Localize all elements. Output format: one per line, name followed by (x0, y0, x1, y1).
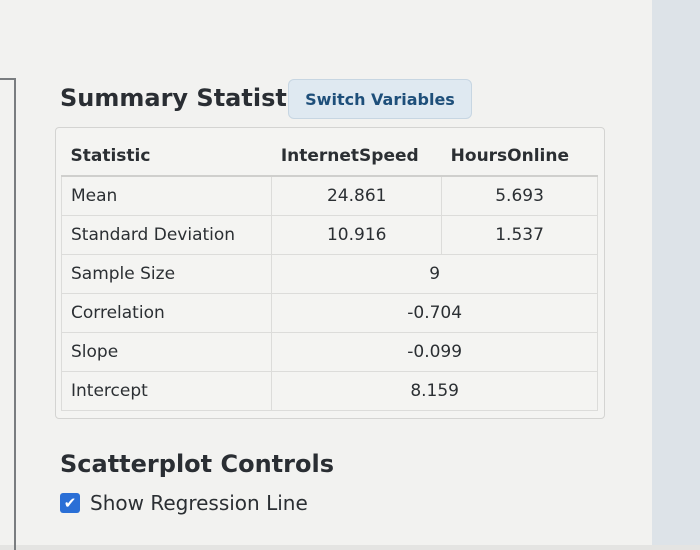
row-label: Sample Size (60, 253, 273, 294)
row-label: Standard Deviation (60, 214, 273, 255)
sd-internet-value: 10.916 (271, 214, 443, 255)
table-row: Intercept 8.159 (60, 370, 598, 411)
mean-hours-value: 5.693 (441, 175, 598, 216)
table-row: Mean 24.861 5.693 (60, 175, 598, 216)
summary-table: Statistic InternetSpeed HoursOnline Mean… (60, 136, 598, 411)
table-row: Slope -0.099 (60, 331, 598, 372)
correlation-value: -0.704 (271, 292, 598, 333)
switch-variables-button[interactable]: Switch Variables (288, 79, 472, 119)
regression-line-control[interactable]: ✔ Show Regression Line (60, 490, 308, 516)
sd-hours-value: 1.537 (441, 214, 598, 255)
row-label: Mean (60, 175, 273, 216)
header-hours-online: HoursOnline (441, 136, 598, 177)
table-row: Standard Deviation 10.916 1.537 (60, 214, 598, 255)
row-label: Intercept (60, 370, 273, 411)
sample-size-value: 9 (271, 253, 598, 294)
intercept-value: 8.159 (271, 370, 598, 411)
row-label: Slope (60, 331, 273, 372)
table-header-row: Statistic InternetSpeed HoursOnline (61, 136, 598, 177)
table-row: Correlation -0.704 (60, 292, 598, 333)
row-label: Correlation (60, 292, 273, 333)
left-frame-border (0, 78, 16, 550)
summary-table-container: Statistic InternetSpeed HoursOnline Mean… (55, 127, 605, 419)
regression-line-label[interactable]: Show Regression Line (90, 491, 308, 515)
table-row: Sample Size 9 (60, 253, 598, 294)
checkmark-icon: ✔ (63, 494, 77, 512)
scatterplot-controls-title: Scatterplot Controls (60, 450, 334, 478)
header-internet-speed: InternetSpeed (271, 136, 442, 177)
summary-statistics-title: Summary Statistics (60, 84, 324, 112)
slope-value: -0.099 (271, 331, 598, 372)
header-statistic: Statistic (61, 136, 272, 177)
mean-internet-value: 24.861 (271, 175, 443, 216)
regression-line-checkbox[interactable]: ✔ (60, 493, 80, 513)
right-edge-strip (652, 0, 700, 545)
page: Summary Statistics Switch Variables Stat… (0, 0, 652, 550)
